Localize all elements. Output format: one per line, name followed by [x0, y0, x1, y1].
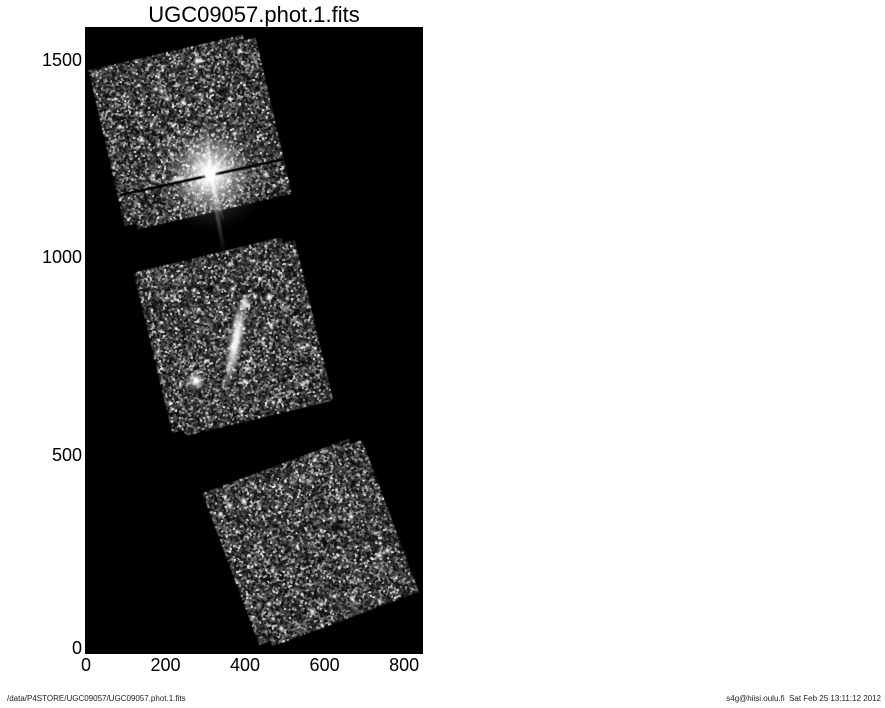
footer-signature: s4g@hiisi.oulu.fi Sat Feb 25 13:11:12 20… [726, 694, 881, 703]
x-tick-label: 0 [81, 655, 91, 675]
x-tick-label: 200 [150, 655, 180, 675]
y-tick-label: 1000 [42, 246, 82, 268]
fits-image-canvas [86, 28, 422, 653]
figure-page: UGC09057.phot.1.fits 0 500 1000 1500 0 200 40… [0, 0, 885, 708]
plot-frame [85, 27, 423, 654]
x-tick-label: 400 [230, 655, 260, 675]
y-tick-label: 500 [52, 444, 82, 466]
footer-path: /data/P4STORE/UGC09057/UGC09057.phot.1.f… [7, 694, 186, 703]
y-tick-label: 1500 [42, 49, 82, 71]
x-tick-label: 800 [389, 655, 419, 675]
x-tick-label: 600 [310, 655, 340, 675]
figure-title: UGC09057.phot.1.fits [85, 2, 423, 28]
